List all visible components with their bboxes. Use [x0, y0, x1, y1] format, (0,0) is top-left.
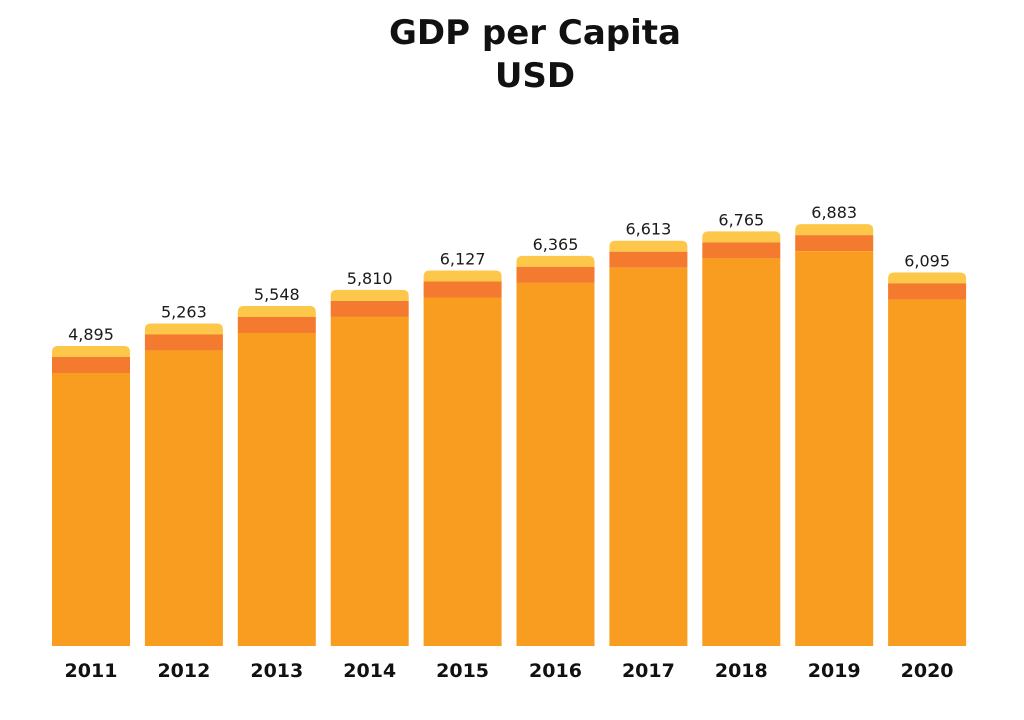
bar-body-2019: [795, 251, 874, 647]
bar-body-2014: [330, 316, 409, 646]
bar-cap-2019: [795, 224, 874, 236]
bar-cap-2020: [888, 272, 967, 284]
bar-2012: [144, 323, 223, 646]
x-tick-label-2018: 2018: [715, 660, 768, 682]
bar-cap-2015: [423, 270, 502, 282]
bar-body-2018: [702, 258, 781, 646]
x-tick-label-2013: 2013: [250, 660, 303, 682]
bar-cap-2017: [609, 240, 688, 252]
bar-cap-2011: [52, 346, 130, 357]
bar-2016: [516, 255, 595, 646]
value-labels-group: 4,895 5,263 5,548 5,810 6,127 6,365 6,613 6,765…: [68, 203, 950, 344]
bar-band-2013: [237, 316, 316, 333]
x-tick-label-2020: 2020: [901, 660, 954, 682]
bar-body-2016: [516, 282, 595, 646]
chart-title-line: GDP per Capita: [389, 13, 681, 53]
x-tick-label-2015: 2015: [436, 660, 489, 682]
value-label-2012: 5,263: [161, 302, 207, 321]
value-label-2018: 6,765: [718, 210, 764, 229]
bar-cap-2014: [330, 289, 409, 301]
bar-band-2011: [52, 357, 130, 373]
value-label-2017: 6,613: [625, 220, 671, 239]
bar-band-2012: [144, 334, 223, 351]
bar-band-2017: [609, 251, 688, 268]
x-tick-label-2012: 2012: [157, 660, 210, 682]
value-label-2011: 4,895: [68, 325, 114, 344]
chart-subtitle: USD: [494, 56, 576, 96]
chart-title: GDP per Capita USD: [0, 12, 1024, 98]
bar-body-2020: [888, 299, 967, 646]
bar-2019: [795, 224, 874, 647]
bars-group: [52, 224, 967, 647]
x-tick-label-2011: 2011: [65, 660, 118, 682]
bar-2018: [702, 231, 781, 646]
bar-2015: [423, 270, 502, 646]
x-tick-label-2019: 2019: [808, 660, 861, 682]
x-tick-label-2016: 2016: [529, 660, 582, 682]
bar-band-2018: [702, 242, 781, 259]
bar-body-2011: [52, 373, 130, 646]
bar-band-2015: [423, 281, 502, 298]
value-label-2020: 6,095: [904, 251, 950, 270]
bar-body-2017: [609, 267, 688, 646]
bar-body-2012: [144, 350, 223, 646]
bar-band-2014: [330, 300, 409, 317]
bar-body-2015: [423, 297, 502, 646]
bar-band-2020: [888, 283, 967, 300]
x-tick-label-2017: 2017: [622, 660, 675, 682]
bar-cap-2016: [516, 255, 595, 267]
bar-2017: [609, 240, 688, 646]
bar-2014: [330, 289, 409, 646]
bar-2020: [888, 272, 967, 646]
bar-body-2013: [237, 332, 316, 646]
value-label-2014: 5,810: [347, 269, 393, 288]
bar-band-2019: [795, 235, 874, 252]
bar-cap-2018: [702, 231, 781, 243]
bar-cap-2013: [237, 305, 316, 317]
bar-2011: [52, 346, 130, 646]
x-tick-label-2014: 2014: [343, 660, 396, 682]
x-tick-labels-group: 2011 2012 2013 2014 2015 2016 2017 2018 2019 2020: [65, 660, 954, 682]
bar-band-2016: [516, 266, 595, 283]
value-label-2019: 6,883: [811, 203, 857, 222]
value-label-2013: 5,548: [254, 285, 300, 304]
value-label-2015: 6,127: [440, 249, 486, 268]
bar-cap-2012: [144, 323, 223, 335]
value-label-2016: 6,365: [533, 235, 579, 254]
bar-2013: [237, 305, 316, 646]
